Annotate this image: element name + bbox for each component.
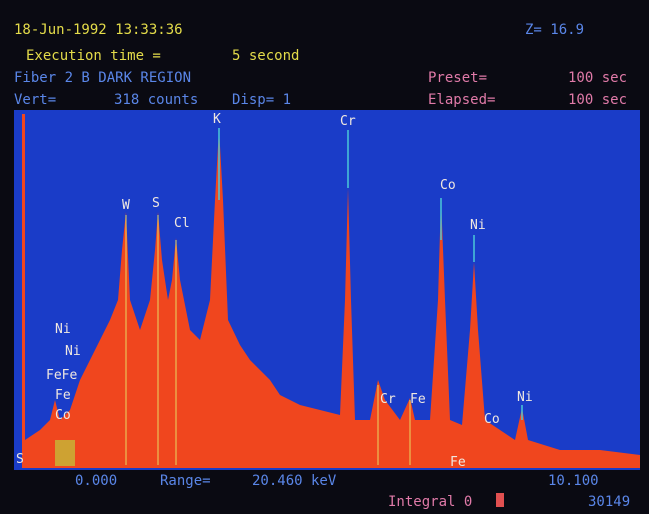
end-energy: 10.100: [548, 473, 599, 489]
range-value: 20.460 keV: [252, 473, 337, 489]
exec-value: 5 second: [232, 48, 300, 64]
elapsed-value: 100 sec: [568, 92, 628, 108]
peak-label: FeFe: [46, 368, 78, 383]
vert-value: 318 counts: [114, 92, 199, 108]
peak-label: Ni: [517, 390, 533, 405]
peak-label: Cr: [380, 392, 396, 407]
peak-markers: [218, 128, 523, 420]
peak-label: Ni: [470, 218, 486, 233]
peak-label: Cr: [340, 114, 356, 129]
range-label: Range=: [160, 473, 211, 489]
integral: Integral 0: [388, 494, 473, 510]
peak-label: Ni: [65, 344, 81, 359]
peak-label: S: [16, 452, 24, 467]
spectrum: [20, 114, 640, 468]
datetime: 18-Jun-1992 13:33:36: [14, 22, 183, 38]
vert-label: Vert=: [14, 92, 57, 108]
peak-label: Fe: [450, 455, 466, 470]
peak-label: Ni: [55, 322, 71, 337]
peak-label: Co: [484, 412, 500, 427]
start-energy: 0.000: [75, 473, 118, 489]
low-energy-peaks: [55, 440, 75, 466]
exec-label: Execution time =: [26, 48, 161, 64]
peak-label: S: [152, 196, 160, 211]
peak-markers: [125, 215, 411, 465]
peak-label: Fe: [410, 392, 426, 407]
region: Fiber 2 B DARK REGION: [14, 70, 192, 86]
peak-label: K: [213, 112, 221, 127]
preset-value: 100 sec: [568, 70, 628, 86]
peak-label: Cl: [174, 216, 190, 231]
peak-label: W: [122, 198, 130, 213]
elapsed-label: Elapsed=: [428, 92, 496, 108]
peak-label: Fe: [55, 388, 71, 403]
integral-marker: [496, 493, 504, 507]
z-value: Z= 16.9: [525, 22, 585, 38]
preset-label: Preset=: [428, 70, 488, 86]
peak-label: Co: [55, 408, 71, 423]
count: 30149: [588, 494, 631, 510]
disp: Disp= 1: [232, 92, 292, 108]
peak-label: Co: [440, 178, 456, 193]
